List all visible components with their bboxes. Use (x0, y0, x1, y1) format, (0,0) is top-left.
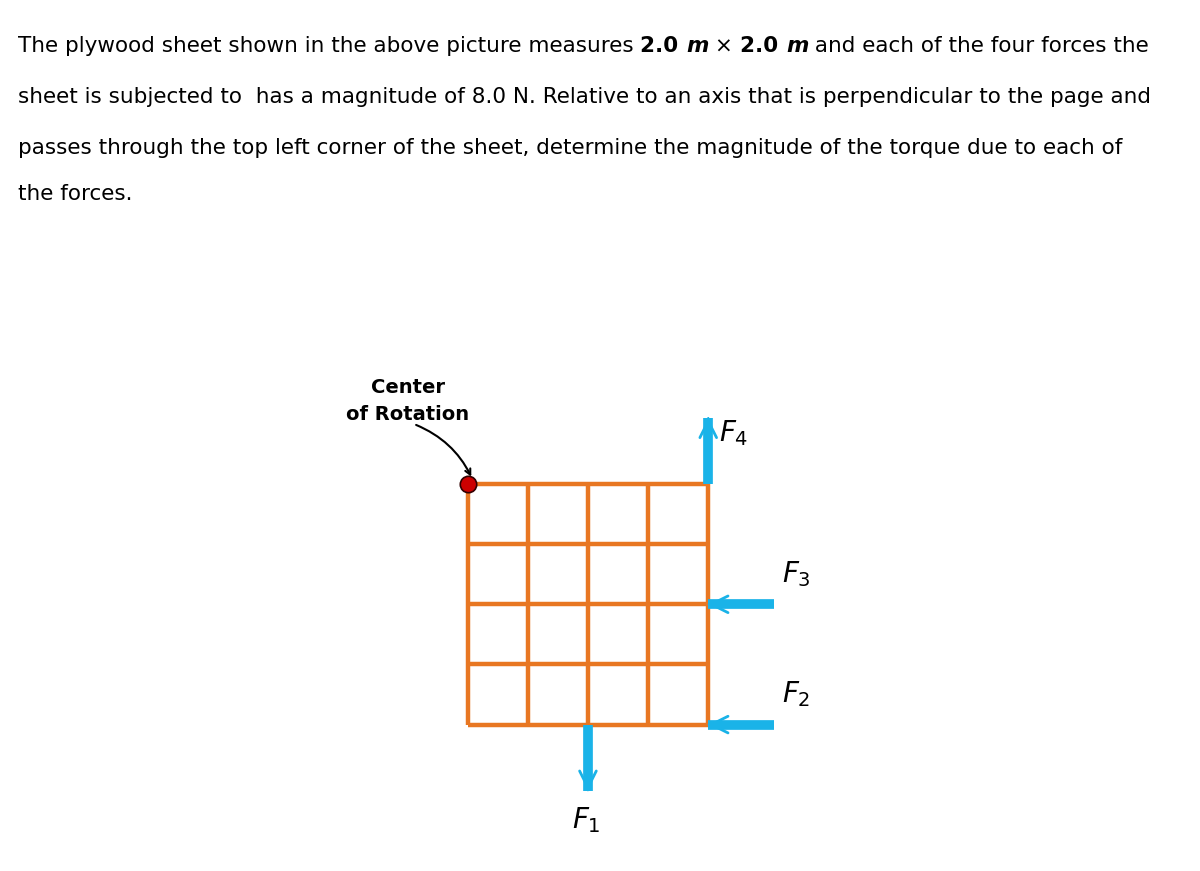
Text: $F_2$: $F_2$ (781, 679, 810, 709)
Point (458, 477, 478, 491)
Text: $F_1$: $F_1$ (572, 805, 601, 835)
Text: sheet is subjected to  has a magnitude of 8.0 N. Relative to an axis that is per: sheet is subjected to has a magnitude of… (18, 87, 1151, 107)
Text: 2.0: 2.0 (740, 36, 786, 56)
Text: The plywood sheet shown in the above picture measures: The plywood sheet shown in the above pic… (18, 36, 641, 56)
Text: m: m (686, 36, 708, 56)
Text: ×: × (708, 36, 740, 56)
Text: the forces.: the forces. (18, 185, 132, 205)
Text: Center: Center (371, 378, 444, 397)
Text: of Rotation: of Rotation (346, 405, 469, 424)
Text: m: m (786, 36, 809, 56)
Text: $F_4$: $F_4$ (719, 418, 749, 448)
Text: and each of the four forces the: and each of the four forces the (809, 36, 1150, 56)
Text: $F_3$: $F_3$ (781, 559, 810, 589)
Text: passes through the top left corner of the sheet, determine the magnitude of the : passes through the top left corner of th… (18, 138, 1122, 159)
Text: 2.0: 2.0 (641, 36, 686, 56)
